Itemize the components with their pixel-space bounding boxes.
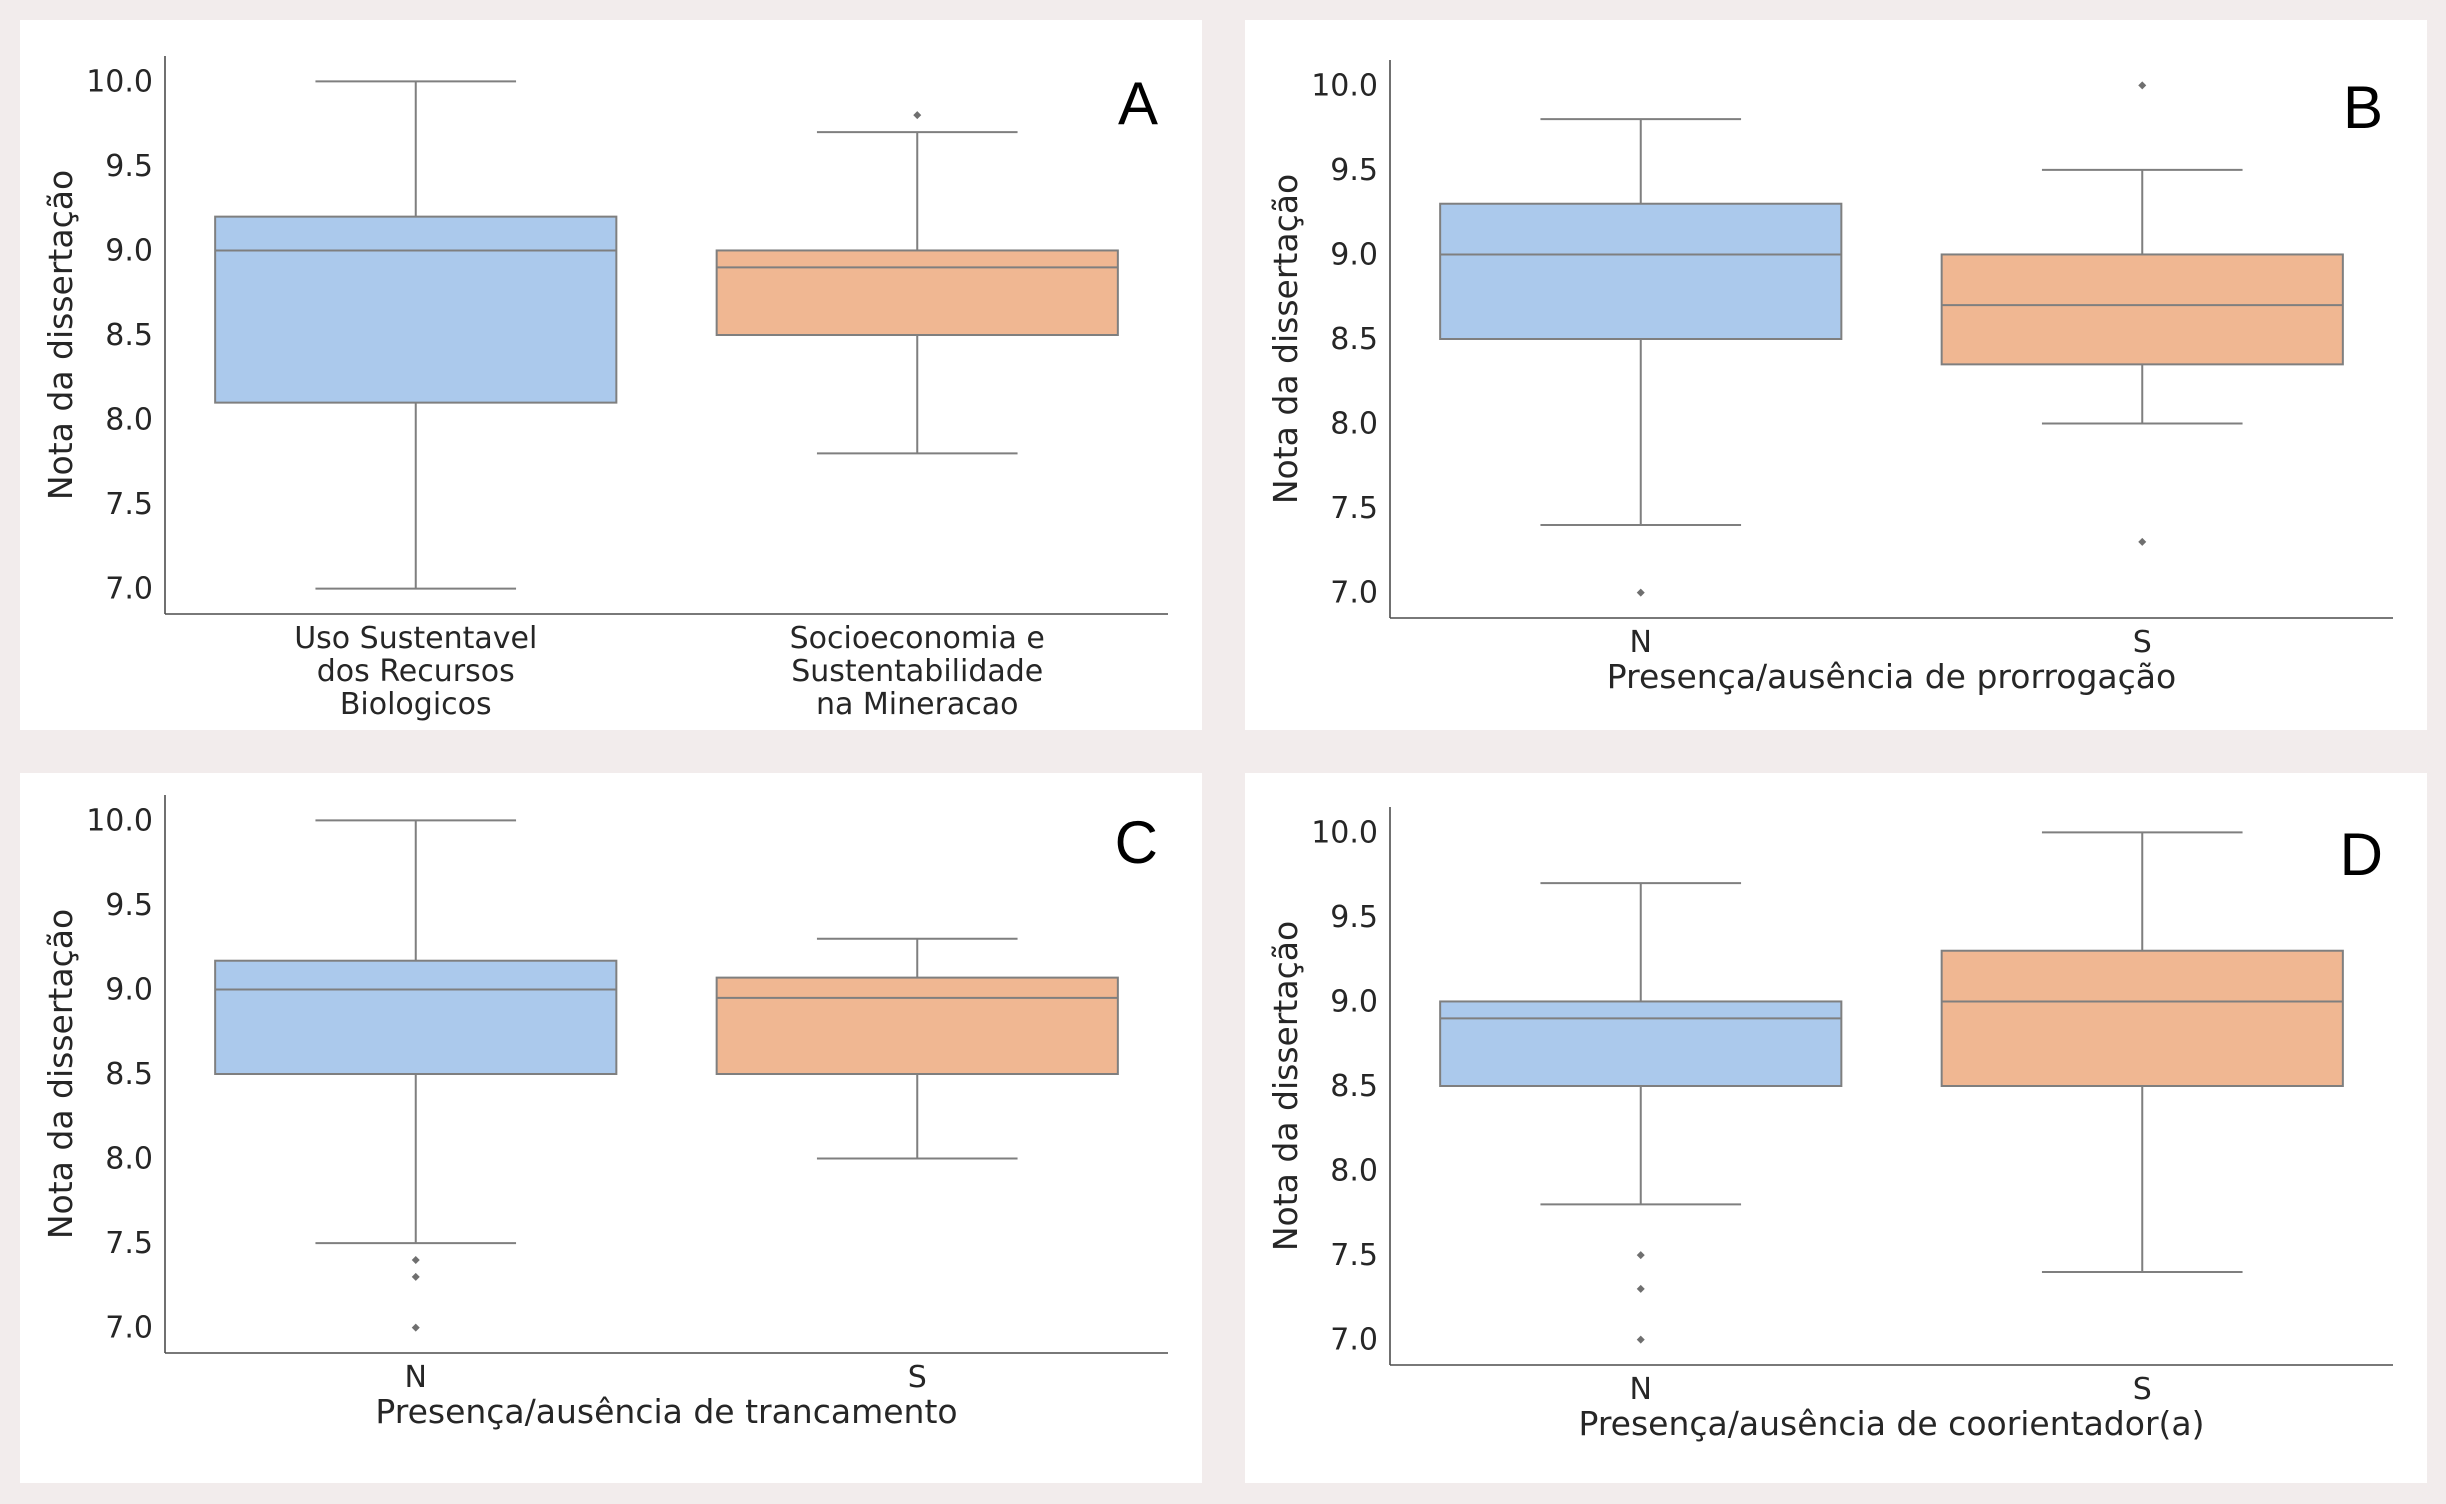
y-tick-label: 9.5 (1330, 900, 1378, 935)
x-tick-label: Uso Sustentavel (294, 621, 537, 656)
y-axis-label: Nota da dissertação (41, 909, 80, 1239)
y-tick-label: 10.0 (1311, 815, 1378, 850)
panel-letter: C (1115, 809, 1158, 876)
x-tick-label: Sustentabilidade (791, 654, 1043, 689)
x-axis-label: Presença/ausência de coorientador(a) (1579, 1404, 2205, 1443)
y-tick-label: 7.5 (1330, 1238, 1378, 1273)
chart-panel-d: 7.0 7.5 8.0 8.5 9.0 9.5 10.0 Nota da dissertaçã… (1245, 773, 2427, 1483)
chart-svg-c: 7.0 7.5 8.0 8.5 9.0 9.5 10.0 Nota da dissertaçã… (41, 795, 1168, 1431)
chart-svg-b: 7.0 7.5 8.0 8.5 9.0 9.5 10.0 Nota da dissertaçã… (1266, 60, 2393, 696)
outlier-point (411, 1272, 420, 1281)
x-tick-label: S (2133, 625, 2152, 660)
outlier-point (913, 111, 922, 120)
box-iqr (1940, 949, 2344, 1087)
y-tick-label: 8.5 (1330, 1069, 1378, 1104)
y-tick-label: 7.0 (105, 572, 153, 607)
y-tick-label: 8.0 (1330, 1154, 1378, 1189)
y-tick-label: 7.0 (105, 1311, 153, 1346)
outlier-point (2138, 81, 2147, 90)
panel-letter: D (2340, 821, 2383, 888)
x-tick-label: N (405, 1360, 427, 1395)
x-tick-label: S (2133, 1372, 2152, 1407)
box-iqr (1940, 253, 2344, 366)
x-tick-label: dos Recursos (317, 654, 515, 689)
x-tick-label: N (1630, 625, 1652, 660)
box-iqr (214, 959, 618, 1075)
y-axis-label: Nota da dissertação (41, 170, 80, 500)
y-tick-label: 7.0 (1330, 1323, 1378, 1358)
outlier-point (1636, 1284, 1645, 1293)
y-tick-label: 9.5 (1330, 153, 1378, 188)
y-tick-label: 9.5 (105, 888, 153, 923)
box-iqr (715, 976, 1119, 1075)
box-iqr (1439, 1000, 1843, 1087)
y-tick-label: 7.0 (1330, 576, 1378, 611)
y-tick-label: 10.0 (86, 64, 153, 99)
chart-panel-b: 7.0 7.5 8.0 8.5 9.0 9.5 10.0 Nota da dissertaçã… (1245, 20, 2427, 730)
box-group (715, 111, 1119, 455)
chart-panel-a: 7.0 7.5 8.0 8.5 9.0 9.5 10.0 Nota da dissertaçã… (20, 20, 1202, 730)
y-tick-label: 10.0 (1311, 68, 1378, 103)
y-tick-label: 8.0 (105, 1142, 153, 1177)
y-tick-label: 7.5 (1330, 491, 1378, 526)
y-axis-label: Nota da dissertação (1266, 174, 1305, 504)
y-tick-label: 8.5 (105, 1057, 153, 1092)
x-tick-label: S (908, 1360, 927, 1395)
y-tick-label: 8.0 (1330, 407, 1378, 442)
x-axis-label: Presença/ausência de prorrogação (1607, 657, 2176, 696)
x-axis-label: Presença/ausência de trancamento (375, 1392, 957, 1431)
y-tick-label: 10.0 (86, 803, 153, 838)
y-tick-label: 8.5 (105, 318, 153, 353)
outlier-point (411, 1323, 420, 1332)
y-tick-label: 7.5 (105, 487, 153, 522)
box-group (1439, 882, 1843, 1344)
outlier-point (1636, 588, 1645, 597)
box-iqr (1439, 202, 1843, 340)
y-tick-label: 8.5 (1330, 322, 1378, 357)
x-tick-label: na Mineracao (816, 687, 1019, 722)
y-tick-label: 9.0 (1330, 984, 1378, 1019)
chart-panel-c: 7.0 7.5 8.0 8.5 9.0 9.5 10.0 Nota da dissertaçã… (20, 773, 1202, 1483)
y-tick-label: 9.0 (105, 972, 153, 1007)
panel-letter: A (1118, 70, 1158, 137)
box-iqr (214, 215, 618, 404)
y-tick-label: 8.0 (105, 403, 153, 438)
x-tick-label: N (1630, 1372, 1652, 1407)
panel-letter: B (2343, 74, 2383, 141)
box-group (1940, 831, 2344, 1273)
chart-svg-d: 7.0 7.5 8.0 8.5 9.0 9.5 10.0 Nota da dissertaçã… (1266, 807, 2393, 1443)
y-tick-label: 9.5 (105, 149, 153, 184)
outlier-point (1636, 1335, 1645, 1344)
box-iqr (715, 249, 1119, 336)
box-group (214, 80, 618, 590)
box-group (1439, 118, 1843, 597)
box-group (715, 937, 1119, 1160)
outlier-point (411, 1256, 420, 1264)
x-tick-label: Biologicos (340, 687, 492, 722)
y-tick-label: 9.0 (1330, 237, 1378, 272)
y-axis-label: Nota da dissertação (1266, 921, 1305, 1251)
chart-svg-a: 7.0 7.5 8.0 8.5 9.0 9.5 10.0 Nota da dissertaçã… (41, 56, 1168, 722)
box-group (1940, 81, 2344, 546)
y-tick-label: 9.0 (105, 233, 153, 268)
outlier-point (1636, 1251, 1645, 1260)
outlier-point (2138, 537, 2147, 546)
y-tick-label: 7.5 (105, 1226, 153, 1261)
x-tick-label: Socioeconomia e (790, 621, 1045, 656)
box-group (214, 819, 618, 1332)
